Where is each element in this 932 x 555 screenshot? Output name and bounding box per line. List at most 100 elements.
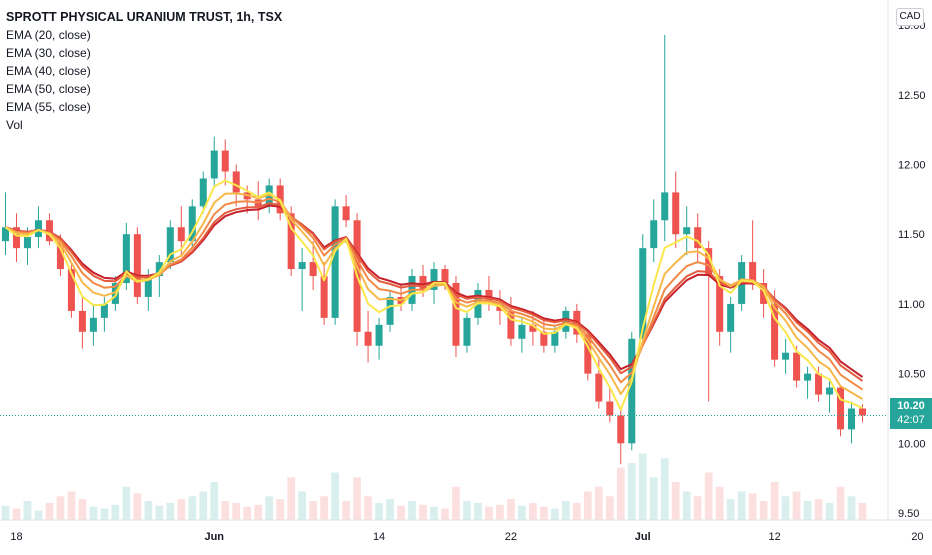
volume-bar — [671, 482, 680, 520]
legend-ema-55[interactable]: EMA (55, close) — [6, 100, 91, 114]
volume-bar — [78, 499, 87, 520]
currency-button[interactable]: CAD — [896, 8, 924, 26]
volume-bar — [232, 502, 241, 520]
volume-bar — [605, 496, 614, 520]
volume-bar — [836, 486, 845, 520]
volume-bar — [583, 491, 592, 520]
volume-bar — [770, 482, 779, 520]
candle-body — [232, 171, 240, 193]
candle-body — [419, 276, 427, 290]
volume-bar — [144, 501, 153, 520]
x-tick-label: Jul — [635, 531, 651, 543]
candle-body — [760, 283, 768, 304]
candle-body — [848, 408, 856, 430]
volume-bar — [649, 477, 658, 520]
volume-bar — [309, 501, 317, 520]
candle-body — [144, 276, 152, 297]
candle-body — [858, 408, 867, 416]
candle-body — [617, 415, 625, 444]
bar-countdown: 42:07 — [897, 414, 925, 426]
y-tick-label: 11.50 — [898, 229, 925, 241]
candle-body — [331, 206, 339, 318]
candle-body — [89, 317, 97, 332]
candle-body — [683, 227, 691, 235]
volume-bar — [276, 499, 285, 520]
candle-body — [155, 262, 163, 277]
legend-volume[interactable]: Vol — [6, 118, 23, 132]
legend-ema-50[interactable]: EMA (50, close) — [6, 82, 91, 96]
candle-body — [1, 227, 10, 242]
volume-bar — [529, 502, 537, 520]
candle-body — [122, 234, 130, 284]
candle-body — [298, 262, 306, 270]
legend-title: SPROTT PHYSICAL URANIUM TRUST, 1h, TSX — [6, 10, 283, 24]
legend-ema-30[interactable]: EMA (30, close) — [6, 46, 91, 60]
candle-body — [364, 331, 372, 346]
candle-body — [12, 227, 20, 249]
candle-body — [342, 206, 350, 221]
candle-body — [694, 227, 702, 249]
legend-ema-20[interactable]: EMA (20, close) — [6, 28, 91, 42]
candle-body — [804, 373, 812, 381]
candle-body — [23, 236, 31, 249]
volume-bar — [254, 504, 263, 520]
x-tick-label: 18 — [10, 531, 22, 543]
volume-bar — [682, 491, 691, 520]
volume-bar — [551, 508, 559, 520]
volume-bar — [23, 501, 32, 520]
volume-bar — [188, 496, 197, 520]
volume-bar — [441, 508, 449, 520]
candle-body — [551, 331, 559, 346]
candle-body — [749, 262, 757, 284]
candle-body — [56, 241, 64, 270]
candle-body — [210, 150, 218, 179]
volume-bar — [540, 506, 548, 520]
volume-bar — [12, 508, 21, 520]
volume-bar — [177, 499, 186, 520]
candle-body — [199, 178, 207, 207]
candle-body — [265, 185, 273, 207]
volume-bar — [594, 486, 603, 520]
volume-bar — [408, 501, 416, 520]
candle-body — [661, 192, 669, 221]
candle-body — [672, 192, 680, 235]
candle-body — [463, 317, 471, 346]
volume-bar — [111, 504, 120, 520]
volume-bar — [485, 506, 493, 520]
candle-body — [309, 262, 317, 277]
x-tick-label: 20 — [911, 531, 923, 543]
volume-bar — [792, 491, 801, 520]
volume-bar — [287, 477, 296, 520]
ema-layer — [4, 179, 864, 411]
volume-bar — [221, 501, 230, 520]
candle-body — [562, 310, 570, 332]
candle-body — [793, 352, 801, 381]
volume-bar — [814, 499, 823, 520]
volume-bar — [737, 491, 746, 520]
candle-body — [111, 283, 119, 304]
volume-bar — [375, 502, 383, 520]
volume-bar — [45, 502, 54, 520]
candle-body — [540, 331, 548, 346]
y-tick-label: 9.50 — [898, 508, 919, 520]
candle-body — [606, 401, 614, 416]
candle-body — [595, 373, 603, 402]
candle-body — [837, 387, 845, 430]
volume-bar — [693, 496, 702, 520]
candle-body — [771, 303, 779, 360]
volume-bar — [166, 502, 175, 520]
volume-bar — [331, 472, 339, 520]
legend-ema-40[interactable]: EMA (40, close) — [6, 64, 91, 78]
volume-bar — [858, 502, 867, 520]
ema-line-20 — [4, 179, 863, 411]
candle-body — [221, 150, 229, 172]
candle-body — [430, 269, 438, 290]
y-tick-label: 12.50 — [898, 90, 926, 102]
axis-layer: 13.0012.5012.0011.5011.0010.5010.009.501… — [0, 0, 932, 543]
candle-body — [386, 296, 394, 325]
candle-body — [34, 220, 42, 237]
candle-body — [782, 352, 790, 360]
x-tick-label: 14 — [373, 531, 385, 543]
